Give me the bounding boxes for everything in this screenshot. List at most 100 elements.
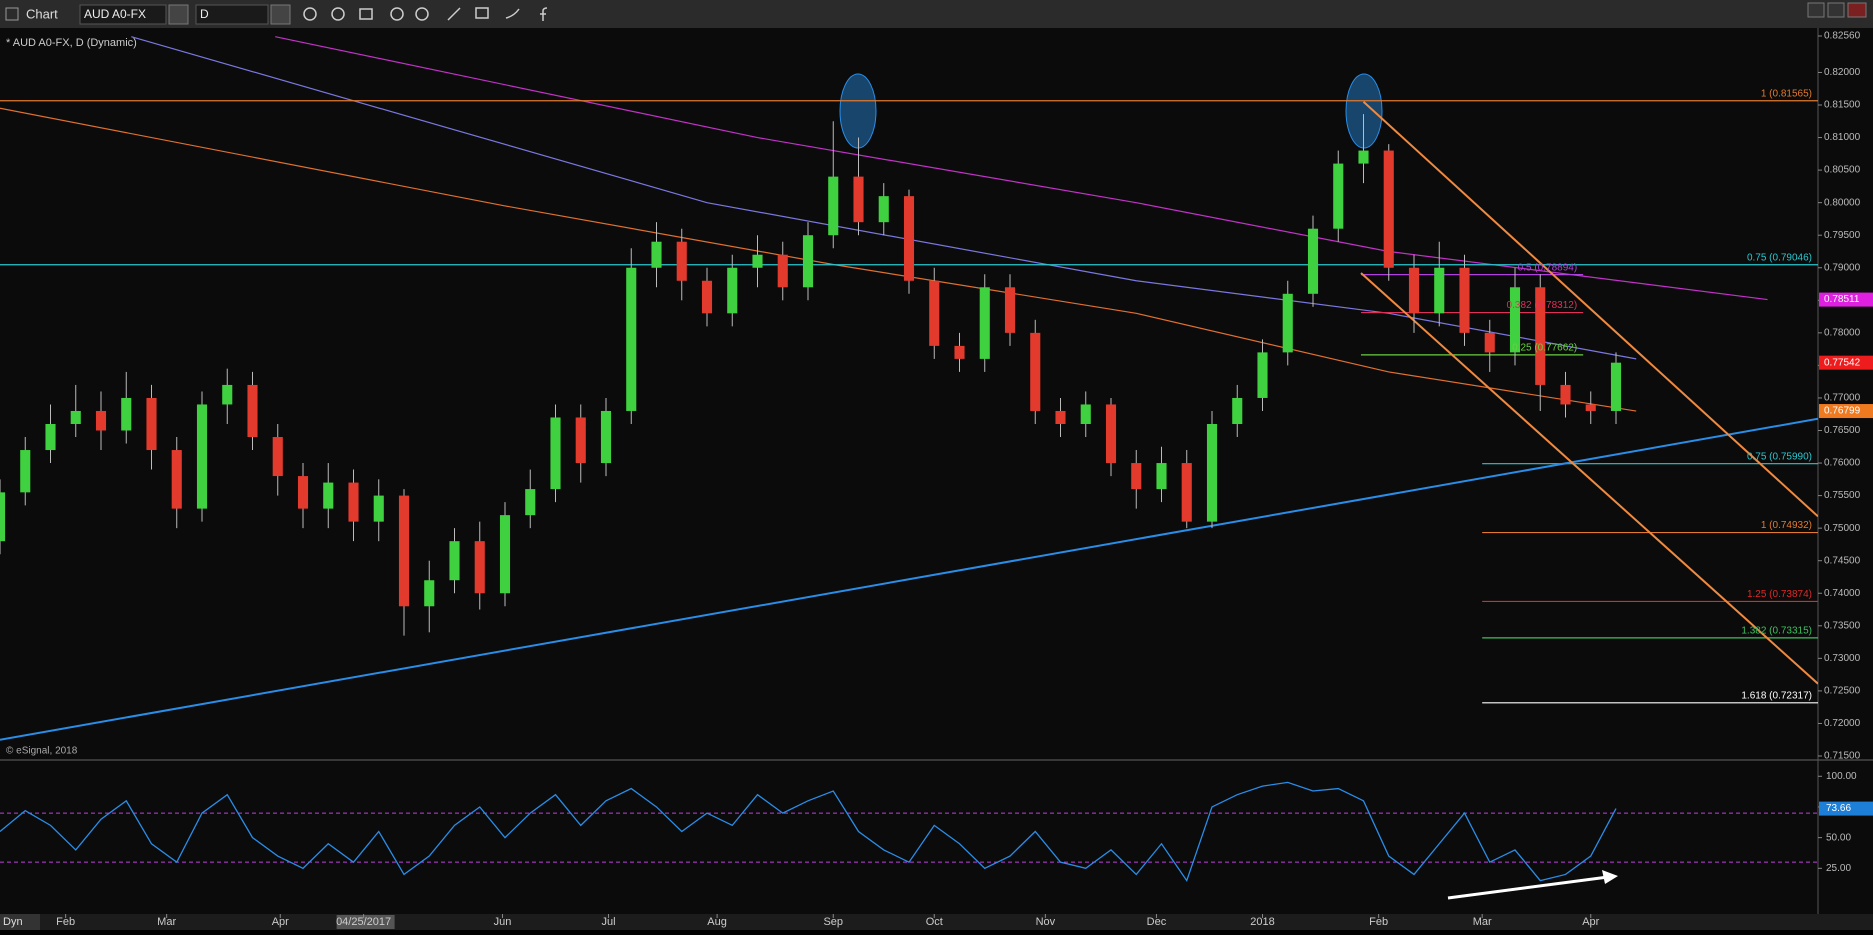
trendline — [1362, 101, 1818, 518]
candle-body — [1181, 463, 1192, 522]
candle-body — [1080, 404, 1091, 424]
fib-label: 1.25 (0.73874) — [1747, 589, 1812, 600]
y-tick-label: 50.00 — [1826, 832, 1851, 843]
moving-average — [131, 36, 1637, 360]
x-tick-label: Jun — [494, 916, 512, 928]
candle-body — [1358, 150, 1369, 164]
refresh-icon[interactable] — [331, 7, 345, 21]
price-tag — [1819, 404, 1873, 419]
y-tick-label: 0.74500 — [1824, 555, 1861, 566]
y-tick-label: 0.80000 — [1824, 197, 1861, 208]
candle-body — [777, 254, 788, 288]
annotation-arrow — [1447, 870, 1618, 900]
dyn-label[interactable]: Dyn — [3, 916, 23, 928]
value-tag-label: 73.66 — [1826, 803, 1851, 814]
time-axis — [0, 914, 1873, 930]
y-tick-label: 0.73000 — [1824, 653, 1861, 664]
fib-label: 1.618 (0.72317) — [1741, 690, 1812, 701]
fib-label: 0.25 (0.77662) — [1512, 342, 1577, 353]
x-tick-label: Jul — [601, 916, 615, 928]
candle-body — [171, 450, 182, 509]
candle-body — [1206, 423, 1218, 522]
candle-body — [1156, 463, 1167, 490]
candle-body — [20, 450, 31, 493]
x-tick-label: Mar — [157, 916, 176, 928]
candle-body — [1459, 267, 1470, 333]
y-tick-label: 0.77000 — [1824, 393, 1861, 404]
candle-body — [348, 482, 359, 522]
candle-body — [1484, 332, 1495, 353]
highlight-ellipse — [839, 73, 877, 149]
candle-body — [247, 384, 258, 438]
candle-body — [1610, 362, 1622, 411]
y-tick-label: 25.00 — [1826, 863, 1851, 874]
candle-body — [398, 495, 410, 607]
twitter-icon[interactable] — [505, 8, 520, 19]
candle-body — [1509, 287, 1521, 353]
y-tick-label: 0.80500 — [1824, 165, 1861, 176]
candle-body — [1232, 397, 1243, 424]
comment-icon[interactable] — [475, 7, 489, 19]
x-tick-label: Nov — [1036, 916, 1056, 928]
candle-body — [651, 241, 662, 268]
candle-body — [600, 410, 612, 464]
fib-label: 1.382 (0.73315) — [1741, 625, 1812, 636]
dyn-box[interactable] — [0, 914, 40, 930]
price-tag — [1819, 355, 1873, 370]
clock-button[interactable] — [270, 4, 291, 25]
trendline — [1360, 272, 1818, 685]
tool-icon[interactable] — [447, 7, 461, 21]
candle-body — [323, 482, 334, 509]
candle-body — [903, 196, 915, 281]
window-controls — [1807, 2, 1867, 18]
y-tick-label: 0.76500 — [1824, 425, 1861, 436]
oscillator-plot — [0, 781, 1818, 883]
interval[interactable]: D — [200, 7, 209, 21]
candle-body — [45, 423, 56, 451]
moving-average — [275, 36, 1768, 301]
symbol[interactable]: AUD A0-FX — [84, 7, 146, 21]
fib-label: 0.382 (0.78312) — [1507, 300, 1578, 311]
minimize[interactable] — [1807, 2, 1825, 18]
record-icon[interactable] — [415, 7, 429, 21]
candle-body — [828, 176, 839, 236]
candle-body — [626, 267, 637, 411]
price-tag-label: 0.77542 — [1824, 357, 1861, 368]
facebook-icon[interactable] — [540, 7, 548, 21]
chart-title: * AUD A0-FX, D (Dynamic) — [6, 37, 137, 49]
close[interactable] — [1847, 2, 1867, 18]
oscillator-line — [0, 781, 1617, 883]
candle-body — [929, 280, 940, 346]
candle-body — [1105, 404, 1117, 464]
candle-body — [878, 196, 889, 223]
play-icon[interactable] — [390, 7, 404, 21]
symbol-box[interactable] — [79, 4, 167, 25]
y-tick-label: 0.76000 — [1824, 458, 1861, 469]
x-tick-label: 04/25/2017 — [336, 916, 391, 928]
price-tag-label: 0.78511 — [1824, 294, 1860, 305]
candle-body — [1333, 163, 1344, 229]
arrow-head — [1602, 870, 1618, 884]
y-tick-label: 0.72500 — [1824, 686, 1861, 697]
candle-body — [272, 437, 283, 477]
fib-label: 1 (0.81565) — [1761, 88, 1812, 99]
y-tick-label: 0.74000 — [1824, 588, 1861, 599]
candle-body — [1434, 267, 1445, 314]
y-tick-label: 0.82560 — [1824, 31, 1861, 42]
settings-button[interactable] — [168, 4, 189, 25]
x-tick-label: Aug — [707, 916, 727, 928]
x-tick-label: Sep — [823, 916, 843, 928]
x-tick-label: Feb — [1369, 916, 1388, 928]
y-tick-label: 0.79000 — [1824, 262, 1861, 273]
draw-icon[interactable] — [303, 7, 317, 21]
x-tick-label: Apr — [272, 916, 289, 928]
maximize[interactable] — [1827, 2, 1845, 18]
x-tick-label: 2018 — [1250, 916, 1274, 928]
candle-body — [979, 287, 990, 359]
candle-body — [499, 515, 511, 594]
window-icon — [5, 7, 19, 21]
candle-body — [222, 384, 233, 405]
interval-box[interactable] — [195, 4, 269, 25]
screenshot-icon[interactable] — [359, 8, 373, 20]
candle-body — [1408, 267, 1420, 314]
